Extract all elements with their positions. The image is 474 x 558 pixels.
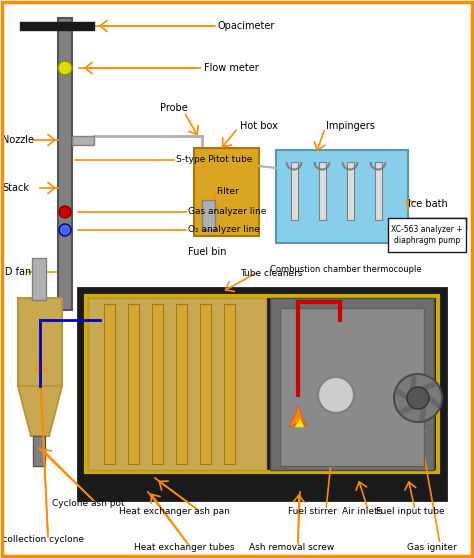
FancyArrow shape <box>423 382 436 391</box>
Bar <box>291 162 298 220</box>
Circle shape <box>58 61 72 75</box>
Text: Ash collection cyclone: Ash collection cyclone <box>0 536 84 545</box>
Circle shape <box>59 224 71 236</box>
Text: Stack: Stack <box>2 183 29 193</box>
Bar <box>32 258 46 300</box>
Bar <box>202 200 215 230</box>
Text: Gas igniter: Gas igniter <box>407 542 457 551</box>
FancyArrow shape <box>396 389 408 400</box>
Text: Filter: Filter <box>216 187 239 196</box>
Bar <box>224 304 235 464</box>
Text: Ice bath: Ice bath <box>408 199 448 209</box>
Bar <box>72 136 94 145</box>
Bar <box>280 308 424 466</box>
Bar <box>78 288 446 500</box>
Text: Combustion chamber thermocouple: Combustion chamber thermocouple <box>270 266 422 275</box>
FancyArrow shape <box>410 376 416 389</box>
Circle shape <box>59 206 71 218</box>
Text: ID fan: ID fan <box>2 267 31 277</box>
Bar <box>128 304 139 464</box>
Text: Hot box: Hot box <box>240 121 278 131</box>
Circle shape <box>407 387 429 409</box>
Text: Heat exchanger ash pan: Heat exchanger ash pan <box>118 507 229 517</box>
Text: Flow meter: Flow meter <box>204 63 259 73</box>
Bar <box>58 18 72 310</box>
Text: Fuel input tube: Fuel input tube <box>376 507 444 517</box>
Text: Heat exchanger tubes: Heat exchanger tubes <box>134 542 234 551</box>
Bar <box>347 162 354 220</box>
Bar <box>18 298 62 386</box>
Text: Nozzle: Nozzle <box>2 135 34 145</box>
Bar <box>152 304 163 464</box>
Text: Probe: Probe <box>160 103 188 113</box>
Polygon shape <box>18 386 62 436</box>
Polygon shape <box>289 405 307 427</box>
Polygon shape <box>295 419 304 427</box>
Bar <box>388 218 466 252</box>
Bar <box>88 298 266 470</box>
Bar <box>104 304 115 464</box>
Text: O₂ analyzer line: O₂ analyzer line <box>188 225 260 234</box>
Bar <box>33 436 45 466</box>
Text: Opacimeter: Opacimeter <box>218 21 275 31</box>
Bar <box>194 148 259 236</box>
Text: Air inlets: Air inlets <box>342 507 382 517</box>
Text: Ash removal screw: Ash removal screw <box>249 542 335 551</box>
Circle shape <box>318 377 354 413</box>
Text: Tube cleaners: Tube cleaners <box>240 268 302 277</box>
Bar <box>176 304 187 464</box>
Bar <box>276 150 408 243</box>
Text: Gas analyzer line: Gas analyzer line <box>188 208 266 217</box>
Bar <box>86 296 438 472</box>
Bar <box>20 22 94 30</box>
Text: Fuel stirrer: Fuel stirrer <box>288 507 337 517</box>
FancyArrow shape <box>401 406 413 414</box>
Text: Cyclone ash pot: Cyclone ash pot <box>52 499 124 508</box>
FancyArrow shape <box>420 407 426 420</box>
Bar <box>375 162 382 220</box>
Text: Impingers: Impingers <box>326 121 375 131</box>
Circle shape <box>394 374 442 422</box>
FancyArrow shape <box>428 396 440 407</box>
Bar <box>270 298 434 470</box>
Text: XC-563 analyzer +
diaphragm pump: XC-563 analyzer + diaphragm pump <box>391 225 463 245</box>
Bar <box>319 162 326 220</box>
Text: Fuel bin: Fuel bin <box>188 247 226 257</box>
Text: S-type Pitot tube: S-type Pitot tube <box>176 156 252 165</box>
Bar <box>200 304 211 464</box>
